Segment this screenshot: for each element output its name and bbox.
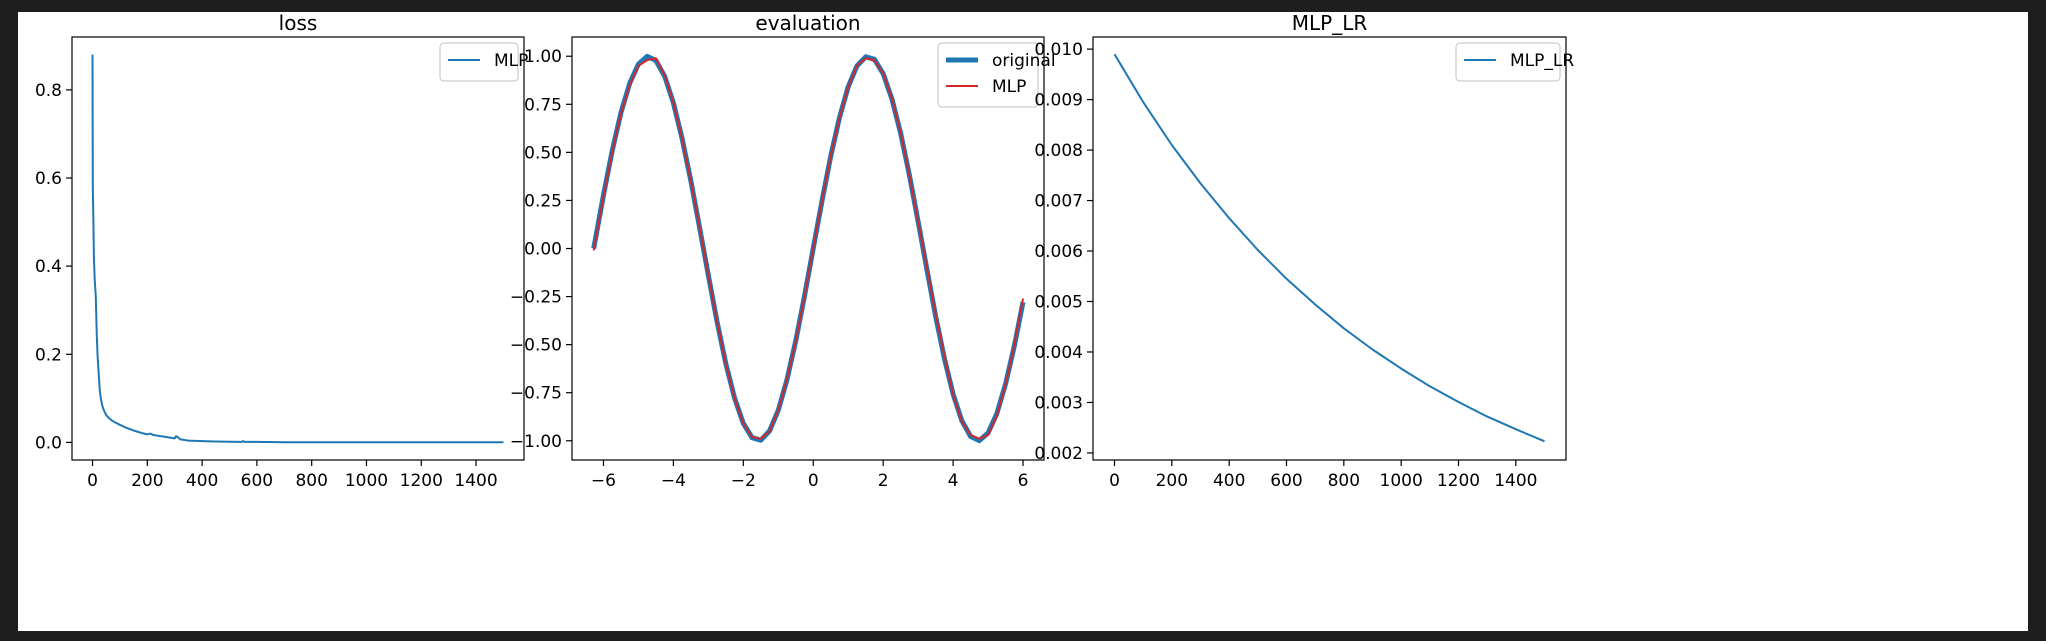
legend-box [439,42,519,82]
y-tick-label: 0.003 [1034,393,1083,413]
y-tick-label: 0.006 [1034,242,1083,262]
series-line-mlp [592,57,1024,440]
x-tick-label: 0 [1109,471,1120,491]
y-tick-label: 0.2 [35,345,62,365]
chart-panel-1: evaluation −6 −4 −2 0 2 4 6 1.00 0.75 0.50 0.25 0.00… [510,12,1056,491]
y-tick-label: 0.0 [35,433,62,453]
y-tick-label: 0.00 [524,240,562,260]
x-tick-label: 1400 [454,471,497,491]
x-tick-label: 600 [1270,471,1302,491]
x-tick-label: 200 [1156,471,1188,491]
y-tick-label: 0.50 [524,143,562,163]
figure-canvas: loss 0 200 400 600 800 1000 1200 1400 0.0 0.2 0.4 0.… [18,12,2028,631]
y-tick-label: 0.008 [1034,141,1083,161]
y-tick-label: 0.8 [35,81,62,101]
y-tick-label: 0.005 [1034,293,1083,313]
x-tick-label: 1200 [1437,471,1480,491]
legend-label: MLP [992,77,1026,97]
x-tick-label: 1000 [1380,471,1423,491]
y-tick-label: 0.007 [1034,192,1083,212]
x-tick-label: 400 [1213,471,1245,491]
y-tick-label: 0.004 [1034,343,1083,363]
x-tick-label: 2 [878,471,889,491]
x-tick-label: 1000 [345,471,388,491]
legend-box [1455,42,1561,82]
plot-frame [71,36,525,461]
y-tick-label: 0.002 [1034,444,1083,464]
y-tick-label: 0.009 [1034,91,1083,111]
x-tick-label: −6 [591,471,616,491]
y-tick-label: −0.25 [510,288,562,308]
y-tick-label: 0.6 [35,169,62,189]
y-tick-label: 0.010 [1034,40,1083,60]
legend-label: original [992,51,1056,71]
chart-panel-2: MLP_LR 0 200 400 600 800 1000 1200 1400 0.002 0.00… [1034,12,1574,491]
chart-panel-0: loss 0 200 400 600 800 1000 1200 1400 0.0 0.2 0.4 0.… [35,12,528,491]
x-tick-label: 4 [948,471,959,491]
y-tick-label: 0.4 [35,257,62,277]
x-tick-label: 0 [87,471,98,491]
chart-title: MLP_LR [1292,12,1368,35]
y-tick-label: 1.00 [524,47,562,67]
x-tick-label: 1200 [400,471,443,491]
series-line-mlp [91,54,504,444]
x-tick-label: 400 [186,471,218,491]
series-line-original [591,53,1026,444]
x-tick-label: −4 [661,471,686,491]
x-tick-label: 600 [241,471,273,491]
legend-label: MLP [494,51,528,71]
y-tick-label: −0.75 [510,384,562,404]
y-tick-label: 0.75 [524,95,562,115]
series-line-mlp-lr [1113,53,1545,443]
x-tick-label: 1400 [1494,471,1537,491]
x-tick-label: 6 [1018,471,1029,491]
chart-title: loss [279,12,318,35]
legend-label: MLP_LR [1510,51,1574,71]
x-tick-label: 800 [1328,471,1360,491]
y-tick-label: −1.00 [510,432,562,452]
plot-frame [1092,36,1567,461]
x-tick-label: 0 [808,471,819,491]
y-tick-label: 0.25 [524,191,562,211]
x-tick-label: −2 [731,471,756,491]
x-tick-label: 800 [295,471,327,491]
x-tick-label: 200 [131,471,163,491]
chart-title: evaluation [755,12,860,35]
y-tick-label: −0.50 [510,336,562,356]
